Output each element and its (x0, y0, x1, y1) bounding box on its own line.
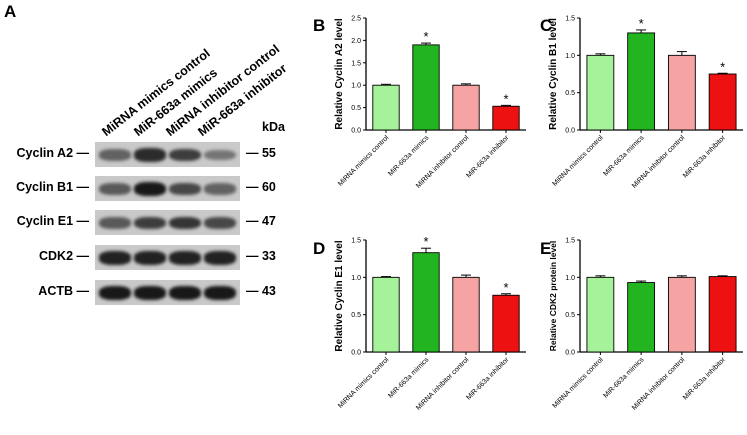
blot-band (169, 216, 201, 230)
y-tick-label: 1.5 (351, 238, 361, 245)
significance-marker: * (720, 59, 725, 74)
y-axis-label: Relative Cyclin A2 level (334, 18, 345, 130)
y-tick-label: 2.0 (351, 38, 361, 45)
bar (492, 294, 520, 353)
category-label: MiRNA mimics control (551, 134, 605, 188)
bar (492, 105, 520, 131)
significance-marker: * (503, 91, 508, 106)
y-tick-label: 1.5 (351, 60, 361, 67)
blot-strip (95, 176, 240, 201)
blot-band (99, 183, 131, 195)
category-label: MiR-663a mimics (387, 356, 431, 400)
category-label: MiRNA mimics control (337, 134, 391, 188)
bar (667, 54, 696, 131)
y-tick-label: 1.5 (565, 238, 575, 245)
significance-marker: * (423, 234, 428, 249)
bar (586, 54, 615, 131)
y-axis-label: Relative Cyclin B1 level (548, 18, 559, 130)
blot-band (169, 286, 201, 300)
bar (708, 276, 737, 353)
kda-marker: — 33 (246, 249, 276, 263)
bar (627, 32, 656, 131)
blot-band (204, 251, 236, 265)
blot-band (169, 251, 201, 265)
significance-marker: * (423, 29, 428, 44)
bar (708, 73, 737, 131)
category-label: MiR-663a inhibitor (682, 134, 728, 180)
blot-band (134, 148, 166, 162)
blot-strip (95, 142, 240, 167)
significance-marker: * (503, 280, 508, 295)
y-tick-label: 1.0 (351, 83, 361, 90)
kda-header: kDa (262, 120, 285, 134)
panel-letter: C (540, 16, 552, 35)
y-tick-label: 1.0 (565, 275, 575, 282)
bar (372, 84, 400, 131)
blot-band (204, 286, 236, 300)
category-label: MiR-663a inhibitor (465, 134, 511, 180)
panel-letter: D (313, 239, 325, 258)
y-tick-label: 0.0 (351, 350, 361, 357)
kda-marker: — 47 (246, 214, 276, 228)
bar (452, 276, 480, 353)
blot-band (99, 286, 131, 300)
y-axis-label: Relative Cyclin E1 level (334, 240, 345, 351)
y-tick-label: 0.0 (565, 350, 575, 357)
y-tick-label: 0.0 (565, 128, 575, 135)
protein-label: ACTB — (38, 284, 89, 298)
blot-strip (95, 245, 240, 270)
blot-strip (95, 280, 240, 305)
blot-band (134, 251, 166, 265)
panel-letter: B (313, 16, 325, 35)
blot-band (204, 216, 236, 230)
category-label: MiR-663a mimics (602, 134, 646, 178)
y-tick-label: 0.5 (351, 312, 361, 319)
blot-band (99, 217, 131, 229)
bar (586, 276, 615, 353)
protein-label: Cyclin A2 — (16, 146, 89, 160)
bar (452, 84, 480, 131)
kda-marker: — 43 (246, 284, 276, 298)
category-label: MiRNA mimics control (551, 356, 605, 410)
category-label: MiR-663a mimics (602, 356, 646, 400)
y-tick-label: 0.5 (565, 90, 575, 97)
y-tick-label: 0.5 (565, 312, 575, 319)
blot-band (204, 149, 236, 161)
category-label: MiRNA mimics control (337, 356, 391, 410)
bar (372, 276, 400, 353)
blot-band (134, 286, 166, 300)
blot-band (169, 148, 201, 162)
y-tick-label: 0.0 (351, 128, 361, 135)
blot-strip (95, 210, 240, 235)
panel-letter: E (540, 239, 551, 258)
significance-marker: * (639, 16, 644, 31)
kda-marker: — 55 (246, 146, 276, 160)
category-label: MiR-663a inhibitor (682, 356, 728, 402)
blot-band (169, 182, 201, 196)
bar (412, 44, 440, 131)
y-tick-label: 1.0 (565, 53, 575, 60)
protein-label: Cyclin B1 — (16, 180, 89, 194)
bar (627, 282, 656, 353)
blot-band (204, 183, 236, 195)
bar (412, 252, 440, 353)
y-tick-label: 1.5 (565, 16, 575, 23)
bar (667, 276, 696, 353)
y-tick-label: 0.5 (351, 105, 361, 112)
blot-band (99, 251, 131, 265)
category-label: MiR-663a inhibitor (465, 356, 511, 402)
blot-band (99, 149, 131, 161)
category-label: MiR-663a mimics (387, 134, 431, 178)
protein-label: Cyclin E1 — (16, 214, 89, 228)
y-tick-label: 1.0 (351, 275, 361, 282)
y-tick-label: 2.5 (351, 16, 361, 23)
blot-band (134, 182, 166, 196)
panel-a-letter: A (4, 2, 17, 21)
protein-label: CDK2 — (38, 249, 89, 263)
kda-marker: — 60 (246, 180, 276, 194)
blot-band (134, 216, 166, 230)
y-axis-label: Relative CDK2 protein level (548, 241, 558, 352)
